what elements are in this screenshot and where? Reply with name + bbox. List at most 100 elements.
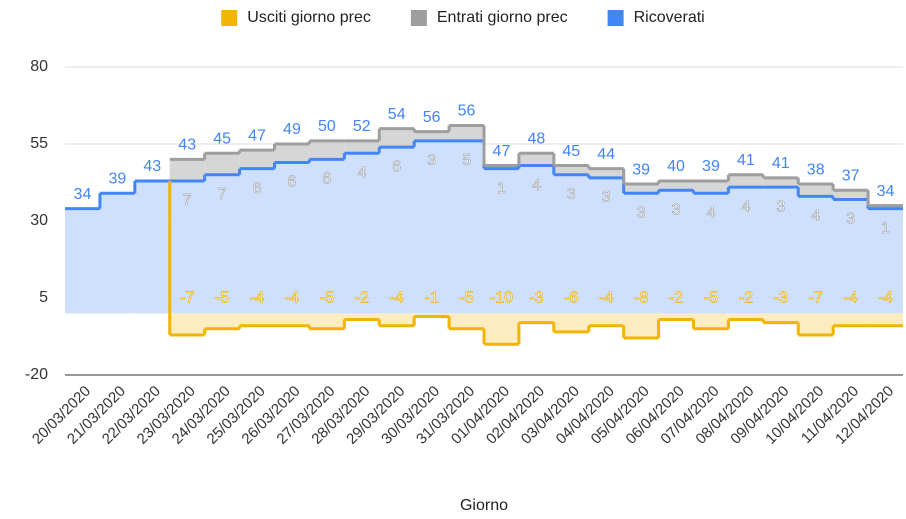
data-label: -5	[704, 290, 718, 307]
step-area	[344, 153, 380, 314]
data-label: 4	[811, 208, 820, 225]
legend-swatch	[221, 10, 238, 26]
step-area	[65, 208, 100, 314]
step-area	[449, 313, 484, 329]
data-label: 54	[388, 106, 406, 123]
step-area	[763, 187, 799, 314]
step-area	[449, 140, 484, 314]
step-area	[868, 313, 903, 326]
data-label: -4	[844, 290, 858, 307]
step-area	[623, 193, 659, 314]
step-area	[309, 313, 345, 329]
legend-swatch	[607, 10, 624, 26]
data-label: -3	[529, 290, 543, 307]
step-area	[658, 180, 694, 191]
step-area	[484, 313, 519, 345]
step-area	[239, 150, 275, 169]
data-label: 39	[632, 161, 650, 178]
data-label: -8	[634, 290, 648, 307]
step-area	[728, 187, 764, 314]
data-label: 3	[776, 198, 785, 215]
data-label: 41	[772, 155, 790, 172]
legend-swatch	[410, 10, 427, 26]
data-label: 39	[108, 170, 126, 187]
step-area	[169, 313, 205, 335]
y-tick-label: 80	[30, 58, 48, 75]
data-label: 41	[737, 152, 755, 169]
step-area	[379, 147, 415, 314]
y-tick-label: 30	[30, 212, 48, 229]
data-label: -5	[320, 290, 334, 307]
lines	[65, 124, 903, 346]
step-area	[204, 174, 240, 314]
data-label: -6	[564, 290, 578, 307]
data-label: 38	[807, 161, 825, 178]
data-label: -1	[425, 290, 439, 307]
step-area	[833, 313, 869, 326]
legend-label: Ricoverati	[634, 9, 705, 26]
data-label: 43	[178, 137, 196, 154]
data-label: 6	[322, 171, 331, 188]
step-area	[414, 313, 450, 317]
data-label: 3	[846, 211, 855, 228]
step-area	[833, 190, 869, 200]
data-label: -4	[599, 290, 613, 307]
data-label: -7	[809, 290, 823, 307]
labels: 343943437-7457-5476-4496-4506-5524-2546-…	[74, 103, 895, 307]
data-label: 3	[637, 204, 646, 221]
data-label: -4	[250, 290, 264, 307]
step-area	[169, 159, 205, 181]
legend-item: Entrati giorno prec	[410, 9, 568, 26]
data-label: 44	[597, 146, 615, 163]
data-label: -4	[285, 290, 299, 307]
step-area	[449, 125, 484, 141]
data-label: 3	[427, 152, 436, 169]
data-label: 43	[143, 158, 161, 175]
step-area	[588, 313, 624, 326]
data-label: -5	[215, 290, 229, 307]
data-label: 47	[493, 143, 511, 160]
step-area	[414, 131, 450, 141]
data-label: 4	[357, 164, 366, 181]
step-area	[693, 313, 729, 329]
data-label: 7	[218, 186, 227, 203]
step-area	[553, 165, 589, 175]
data-label: 47	[248, 127, 266, 144]
y-tick-label: 5	[39, 289, 48, 306]
data-label: -4	[878, 290, 892, 307]
data-label: -4	[390, 290, 404, 307]
step-area	[239, 313, 275, 326]
data-label: 4	[707, 204, 716, 221]
step-area	[728, 313, 764, 320]
step-area	[274, 313, 310, 326]
step-area	[204, 153, 240, 175]
data-label: 45	[213, 130, 231, 147]
areas	[65, 125, 903, 345]
step-area	[693, 180, 729, 194]
step-area	[484, 165, 519, 169]
data-label: -2	[739, 290, 753, 307]
step-area	[798, 196, 834, 314]
data-label: 34	[877, 183, 895, 200]
y-tick-label: 55	[30, 135, 48, 152]
data-label: 4	[532, 177, 541, 194]
step-area	[623, 313, 659, 339]
step-area	[518, 313, 554, 323]
step-area	[484, 168, 519, 314]
step-area	[274, 162, 310, 314]
step-area	[798, 184, 834, 197]
data-label: 45	[562, 143, 580, 160]
data-label: -7	[180, 290, 194, 307]
data-label: 40	[667, 158, 685, 175]
step-area	[379, 128, 415, 148]
step-area	[169, 180, 205, 314]
step-area	[658, 313, 694, 320]
step-area	[518, 153, 554, 166]
step-area	[658, 190, 694, 314]
data-label: 6	[392, 158, 401, 175]
step-area	[134, 180, 170, 314]
step-area	[379, 313, 415, 326]
legend-item: Usciti giorno prec	[221, 9, 371, 26]
data-label: 56	[458, 103, 476, 120]
